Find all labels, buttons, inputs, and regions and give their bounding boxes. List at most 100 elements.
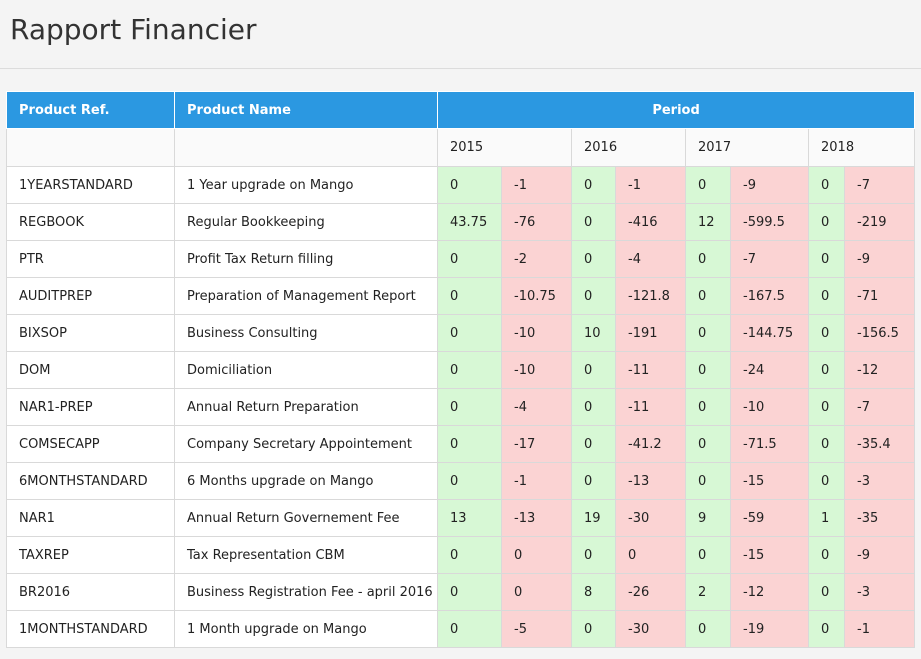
income-value-cell: 0: [437, 166, 502, 204]
income-value-cell: 43.75: [437, 203, 502, 241]
expense-value-cell: -71.5: [730, 425, 809, 463]
income-value-cell: 0: [571, 536, 616, 574]
income-value-cell: 8: [571, 573, 616, 611]
page-title: Rapport Financier: [10, 13, 257, 46]
table-row[interactable]: AUDITPREP Preparation of Management Repor…: [6, 277, 916, 315]
income-value-cell: 0: [808, 610, 845, 648]
income-value-cell: 19: [571, 499, 616, 537]
income-value-cell: 0: [571, 425, 616, 463]
expense-value-cell: -12: [843, 351, 916, 389]
income-value-cell: 0: [808, 573, 845, 611]
income-value-cell: 0: [685, 351, 731, 389]
income-value-cell: 0: [437, 277, 502, 315]
table-row[interactable]: REGBOOK Regular Bookkeeping 43.75 -76 0 -416 1…: [6, 203, 916, 241]
product-name-cell: Business Registration Fee - april 2016: [174, 573, 438, 611]
income-value-cell: 0: [571, 277, 616, 315]
product-name-cell: Business Consulting: [174, 314, 438, 352]
income-value-cell: 0: [808, 166, 845, 204]
product-name-cell: Profit Tax Return filling: [174, 240, 438, 278]
expense-value-cell: -9: [843, 536, 916, 574]
product-ref-cell: 6MONTHSTANDARD: [6, 462, 175, 500]
product-name-cell: Company Secretary Appointement: [174, 425, 438, 463]
year-header-2017: 2017: [685, 128, 809, 167]
table-row[interactable]: 1MONTHSTANDARD 1 Month upgrade on Mango 0-…: [6, 610, 916, 648]
income-value-cell: 0: [685, 610, 731, 648]
expense-value-cell: 0: [501, 573, 572, 611]
product-name-cell: Domiciliation: [174, 351, 438, 389]
expense-value-cell: -2: [501, 240, 572, 278]
income-value-cell: 0: [685, 536, 731, 574]
income-value-cell: 0: [571, 388, 616, 426]
expense-value-cell: -3: [843, 573, 916, 611]
product-name-cell: Preparation of Management Report: [174, 277, 438, 315]
expense-value-cell: -30: [615, 610, 686, 648]
income-value-cell: 2: [685, 573, 731, 611]
expense-value-cell: -19: [730, 610, 809, 648]
income-value-cell: 0: [808, 388, 845, 426]
income-value-cell: 0: [437, 314, 502, 352]
expense-value-cell: -7: [843, 166, 916, 204]
expense-value-cell: 0: [501, 536, 572, 574]
expense-value-cell: -219: [843, 203, 916, 241]
expense-value-cell: -1: [843, 610, 916, 648]
income-value-cell: 0: [685, 166, 731, 204]
financial-report-table: Product Ref. Product Name Period 2015 20…: [6, 91, 916, 648]
expense-value-cell: -144.75: [730, 314, 809, 352]
table-row[interactable]: DOM Domiciliation 0 -10 0 -11 0 -24 0 -12: [6, 351, 916, 389]
income-value-cell: 0: [685, 425, 731, 463]
income-value-cell: 0: [571, 203, 616, 241]
table-row[interactable]: BIXSOP Business Consulting 0 -10 10 -191 0 -144…: [6, 314, 916, 352]
table-body: 1YEARSTANDARD 1 Year upgrade on Mango 0 -1 0…: [6, 166, 916, 648]
expense-value-cell: 0: [615, 536, 686, 574]
income-value-cell: 0: [437, 351, 502, 389]
expense-value-cell: -10.75: [501, 277, 572, 315]
income-value-cell: 0: [437, 610, 502, 648]
expense-value-cell: -3: [843, 462, 916, 500]
column-header-product-ref[interactable]: Product Ref.: [6, 91, 175, 129]
table-row[interactable]: PTR Profit Tax Return filling 0 -2 0 -4 0 -7 0 -9: [6, 240, 916, 278]
income-value-cell: 0: [808, 203, 845, 241]
income-value-cell: 0: [437, 388, 502, 426]
expense-value-cell: -1: [501, 166, 572, 204]
table-row[interactable]: COMSECAPP Company Secretary Appointement 0…: [6, 425, 916, 463]
expense-value-cell: -1: [615, 166, 686, 204]
income-value-cell: 0: [685, 277, 731, 315]
year-row-blank-ref: [6, 128, 175, 167]
product-name-cell: Regular Bookkeeping: [174, 203, 438, 241]
table-row[interactable]: 1YEARSTANDARD 1 Year upgrade on Mango 0 -1 0…: [6, 166, 916, 204]
income-value-cell: 0: [808, 314, 845, 352]
income-value-cell: 10: [571, 314, 616, 352]
expense-value-cell: -26: [615, 573, 686, 611]
column-header-period[interactable]: Period: [436, 91, 916, 129]
expense-value-cell: -13: [501, 499, 572, 537]
expense-value-cell: -12: [730, 573, 809, 611]
expense-value-cell: -9: [730, 166, 809, 204]
table-row[interactable]: 6MONTHSTANDARD 6 Months upgrade on Mango 0…: [6, 462, 916, 500]
table-row[interactable]: TAXREP Tax Representation CBM 0 0 0 0 0 -15 0 -9: [6, 536, 916, 574]
income-value-cell: 0: [808, 351, 845, 389]
income-value-cell: 0: [685, 462, 731, 500]
title-divider: [0, 68, 921, 69]
table-row[interactable]: NAR1 Annual Return Governement Fee 13 -13 19…: [6, 499, 916, 537]
income-value-cell: 0: [685, 388, 731, 426]
income-value-cell: 12: [685, 203, 731, 241]
expense-value-cell: -15: [730, 462, 809, 500]
income-value-cell: 0: [685, 240, 731, 278]
year-header-2016: 2016: [571, 128, 686, 167]
column-header-product-name[interactable]: Product Name: [174, 91, 438, 129]
table-row[interactable]: NAR1-PREP Annual Return Preparation 0 -4 0 -1…: [6, 388, 916, 426]
table-row[interactable]: BR2016 Business Registration Fee - april …: [6, 573, 916, 611]
expense-value-cell: -156.5: [843, 314, 916, 352]
income-value-cell: 0: [808, 240, 845, 278]
expense-value-cell: -10: [730, 388, 809, 426]
expense-value-cell: -11: [615, 388, 686, 426]
expense-value-cell: -30: [615, 499, 686, 537]
income-value-cell: 0: [571, 462, 616, 500]
expense-value-cell: -41.2: [615, 425, 686, 463]
expense-value-cell: -191: [615, 314, 686, 352]
product-ref-cell: COMSECAPP: [6, 425, 175, 463]
expense-value-cell: -35: [843, 499, 916, 537]
income-value-cell: 0: [437, 425, 502, 463]
product-ref-cell: DOM: [6, 351, 175, 389]
income-value-cell: 0: [571, 351, 616, 389]
